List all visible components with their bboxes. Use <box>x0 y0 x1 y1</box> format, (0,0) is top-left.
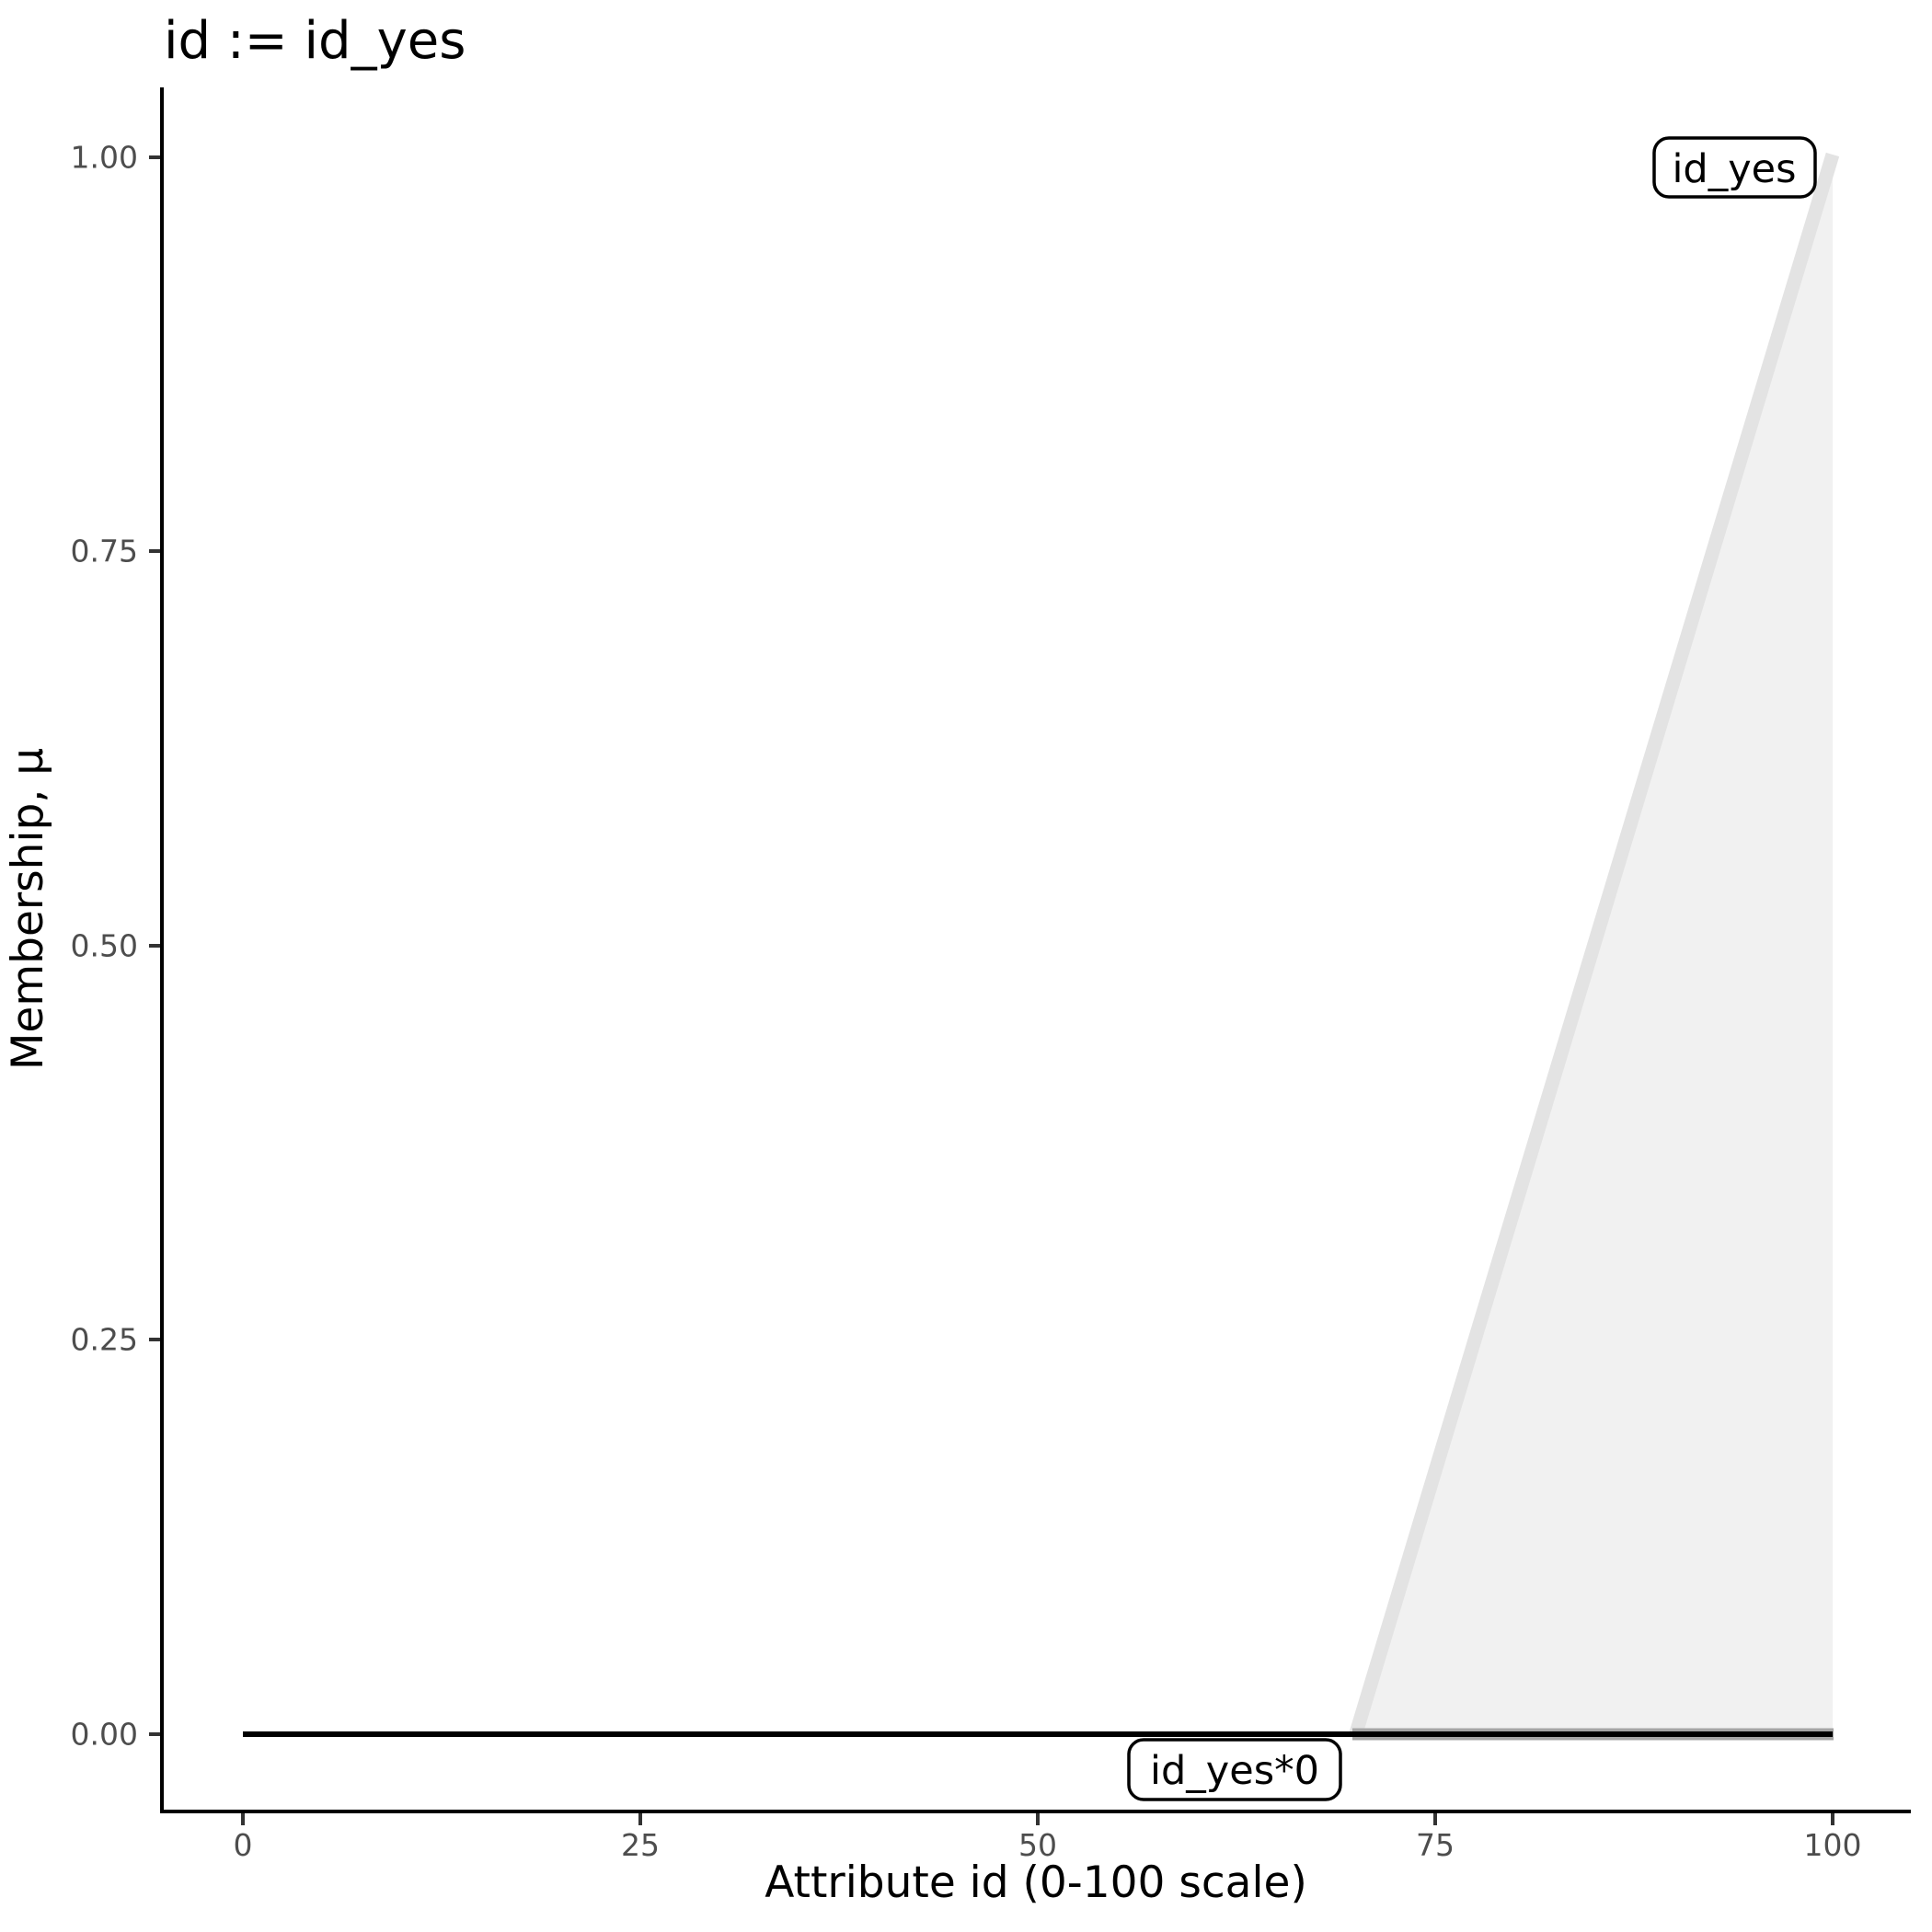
id-yes-times0-label-text: id_yes*0 <box>1150 1748 1319 1794</box>
y-tick-label-0.50: 0.50 <box>71 928 138 964</box>
y-tick-label-0.00: 0.00 <box>71 1717 138 1753</box>
id-yes-ramp-line <box>1348 152 1840 1739</box>
x-tick-label-0: 0 <box>234 1827 253 1863</box>
x-tick-labels: 0 25 50 75 100 <box>234 1827 1862 1863</box>
id-yes-times0-annotation: id_yes*0 <box>1127 1738 1342 1801</box>
y-axis-ticks <box>149 155 160 1736</box>
x-tick-label-25: 25 <box>621 1827 660 1863</box>
y-tick-label-1.00: 1.00 <box>71 140 138 176</box>
id-yes-annotation: id_yes <box>1652 136 1817 199</box>
x-tick-label-50: 50 <box>1018 1827 1057 1863</box>
x-axis-title: Attribute id (0-100 scale) <box>765 1857 1307 1908</box>
plot-title: id := id_yes <box>164 11 466 71</box>
y-tick-label-0.25: 0.25 <box>71 1322 138 1358</box>
x-axis-ticks <box>241 1813 1834 1825</box>
x-tick-label-75: 75 <box>1416 1827 1455 1863</box>
y-tick-labels: 1.00 0.75 0.50 0.25 0.00 <box>71 140 138 1753</box>
id-yes-label-box <box>1652 136 1817 199</box>
y-tick-label-0.75: 0.75 <box>71 534 138 569</box>
id-yes-times0-label-box <box>1127 1738 1342 1801</box>
y-axis-title: Membership, μ <box>3 748 53 1070</box>
id-yes-label-text: id_yes <box>1672 146 1796 192</box>
x-tick-label-100: 100 <box>1804 1827 1862 1863</box>
